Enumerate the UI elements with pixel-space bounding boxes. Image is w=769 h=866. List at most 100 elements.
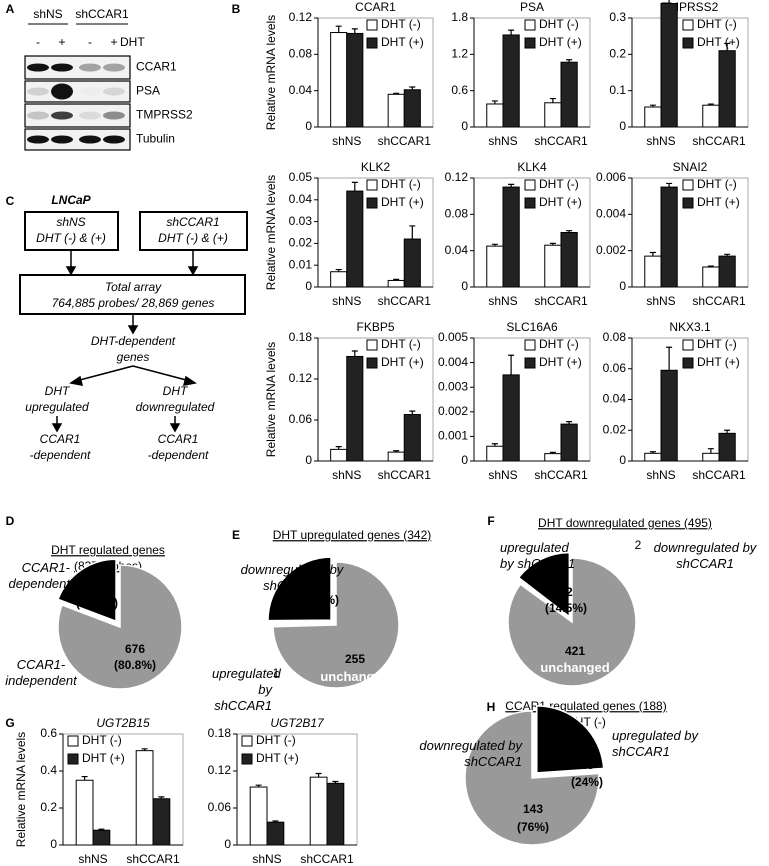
- bar: [330, 271, 348, 288]
- y-tick-label: 0.12: [445, 170, 469, 184]
- blot-band: [27, 111, 49, 120]
- panel-label: H: [487, 700, 496, 714]
- legend-label: DHT (-): [697, 337, 737, 351]
- y-tick-label: 0.04: [445, 243, 469, 257]
- bar: [330, 448, 348, 462]
- chart-title: UGT2B17: [270, 716, 325, 730]
- error-bar: [508, 354, 515, 375]
- x-tick-label: shCCAR1: [692, 468, 746, 482]
- bar: [135, 750, 154, 846]
- x-tick-label: shNS: [646, 294, 675, 308]
- pie-slice: [536, 705, 605, 774]
- pie-percent-label: (14.5%): [545, 601, 587, 615]
- bar: [660, 186, 678, 288]
- flow-node-text: DHT: [45, 384, 71, 398]
- y-tick-label: 0.004: [596, 207, 626, 221]
- error-bar: [566, 230, 573, 233]
- pie-value-label: 45: [580, 758, 594, 772]
- x-tick-label: shNS: [78, 852, 107, 866]
- pie-slice: [272, 561, 400, 689]
- pie-percent-label: (25.1%): [297, 593, 339, 607]
- legend-swatch: [366, 19, 378, 31]
- y-tick-label: 0.12: [208, 763, 232, 777]
- blot-strip: [24, 103, 131, 128]
- x-tick-label: shNS: [252, 852, 281, 866]
- blot-band: [27, 63, 49, 72]
- bar: [486, 103, 504, 128]
- y-tick-label: 0: [305, 119, 312, 133]
- legend-label: DHT (+): [539, 355, 582, 369]
- error-bar: [351, 181, 358, 192]
- bar: [702, 266, 720, 288]
- legend-label: DHT (+): [697, 355, 740, 369]
- panel-label: E: [232, 528, 240, 542]
- blot-band: [51, 83, 73, 100]
- legend-label: DHT (-): [256, 733, 296, 747]
- flow-node-text: -dependent: [148, 448, 209, 462]
- legend-label: DHT (+): [381, 195, 424, 209]
- y-tick-label: 0.01: [289, 257, 313, 271]
- y-tick-label: 0.08: [289, 47, 313, 61]
- pie-percent-label: (80.8%): [114, 658, 156, 672]
- legend-swatch: [524, 339, 536, 351]
- legend-swatch: [524, 19, 536, 31]
- error-bar: [707, 265, 714, 268]
- error-bar: [393, 278, 400, 281]
- legend-label: DHT (+): [82, 751, 125, 765]
- bar: [502, 374, 520, 462]
- error-bar: [649, 104, 656, 108]
- chart-title: CCAR1: [355, 0, 396, 14]
- flow-title: LNCaP: [51, 193, 91, 207]
- y-axis-label: Relative mRNA levels: [264, 342, 278, 457]
- legend-label: DHT (+): [697, 195, 740, 209]
- legend-swatch: [682, 357, 694, 369]
- bar: [660, 2, 678, 128]
- blot-band: [51, 111, 73, 120]
- y-tick-label: 0.06: [208, 800, 232, 814]
- y-tick-label: 0.2: [40, 800, 57, 814]
- y-tick-label: 0.003: [438, 379, 468, 393]
- arrow-head: [182, 375, 197, 386]
- y-tick-label: 0.03: [289, 214, 313, 228]
- legend-label: DHT (-): [381, 177, 421, 191]
- error-bar: [335, 25, 342, 33]
- bar: [560, 61, 578, 128]
- legend-swatch: [524, 197, 536, 209]
- y-tick-label: 0: [461, 279, 468, 293]
- x-tick-label: shCCAR1: [378, 468, 432, 482]
- bar: [75, 779, 94, 846]
- x-tick-label: shNS: [646, 468, 675, 482]
- x-tick-label: shCCAR1: [126, 852, 180, 866]
- bar: [346, 190, 364, 288]
- legend-swatch: [366, 357, 378, 369]
- legend-label: DHT (+): [539, 35, 582, 49]
- error-bar: [666, 346, 673, 371]
- pie-value-label: 161: [87, 580, 107, 594]
- blot-lane: -: [36, 35, 40, 49]
- pie-value-label: 676: [125, 642, 145, 656]
- pie-category-label: downregulated by shCCAR1: [240, 562, 344, 593]
- y-tick-label: 0.4: [40, 763, 57, 777]
- y-tick-label: 0.001: [438, 429, 468, 443]
- pie-slice: [57, 564, 183, 690]
- chart-title: UGT2B15: [96, 716, 150, 730]
- chart-title: PSA: [520, 0, 544, 14]
- bar: [702, 452, 720, 462]
- bar: [644, 106, 662, 128]
- bar: [403, 414, 421, 462]
- error-bar: [158, 796, 165, 799]
- x-tick-label: shCCAR1: [692, 134, 746, 148]
- y-tick-label: 0.04: [603, 392, 627, 406]
- bar: [92, 829, 111, 846]
- pie-category-label: unchanged: [320, 669, 390, 684]
- y-tick-label: 0: [461, 119, 468, 133]
- y-tick-label: 0.1: [609, 83, 626, 97]
- bar: [544, 102, 562, 128]
- x-tick-label: shCCAR1: [692, 294, 746, 308]
- chart-title: SNAI2: [673, 160, 708, 174]
- blot-row-label: Tubulin: [136, 132, 175, 146]
- error-bar: [566, 59, 573, 63]
- bar: [266, 821, 285, 846]
- y-tick-label: 0.2: [609, 47, 626, 61]
- error-bar: [649, 451, 656, 454]
